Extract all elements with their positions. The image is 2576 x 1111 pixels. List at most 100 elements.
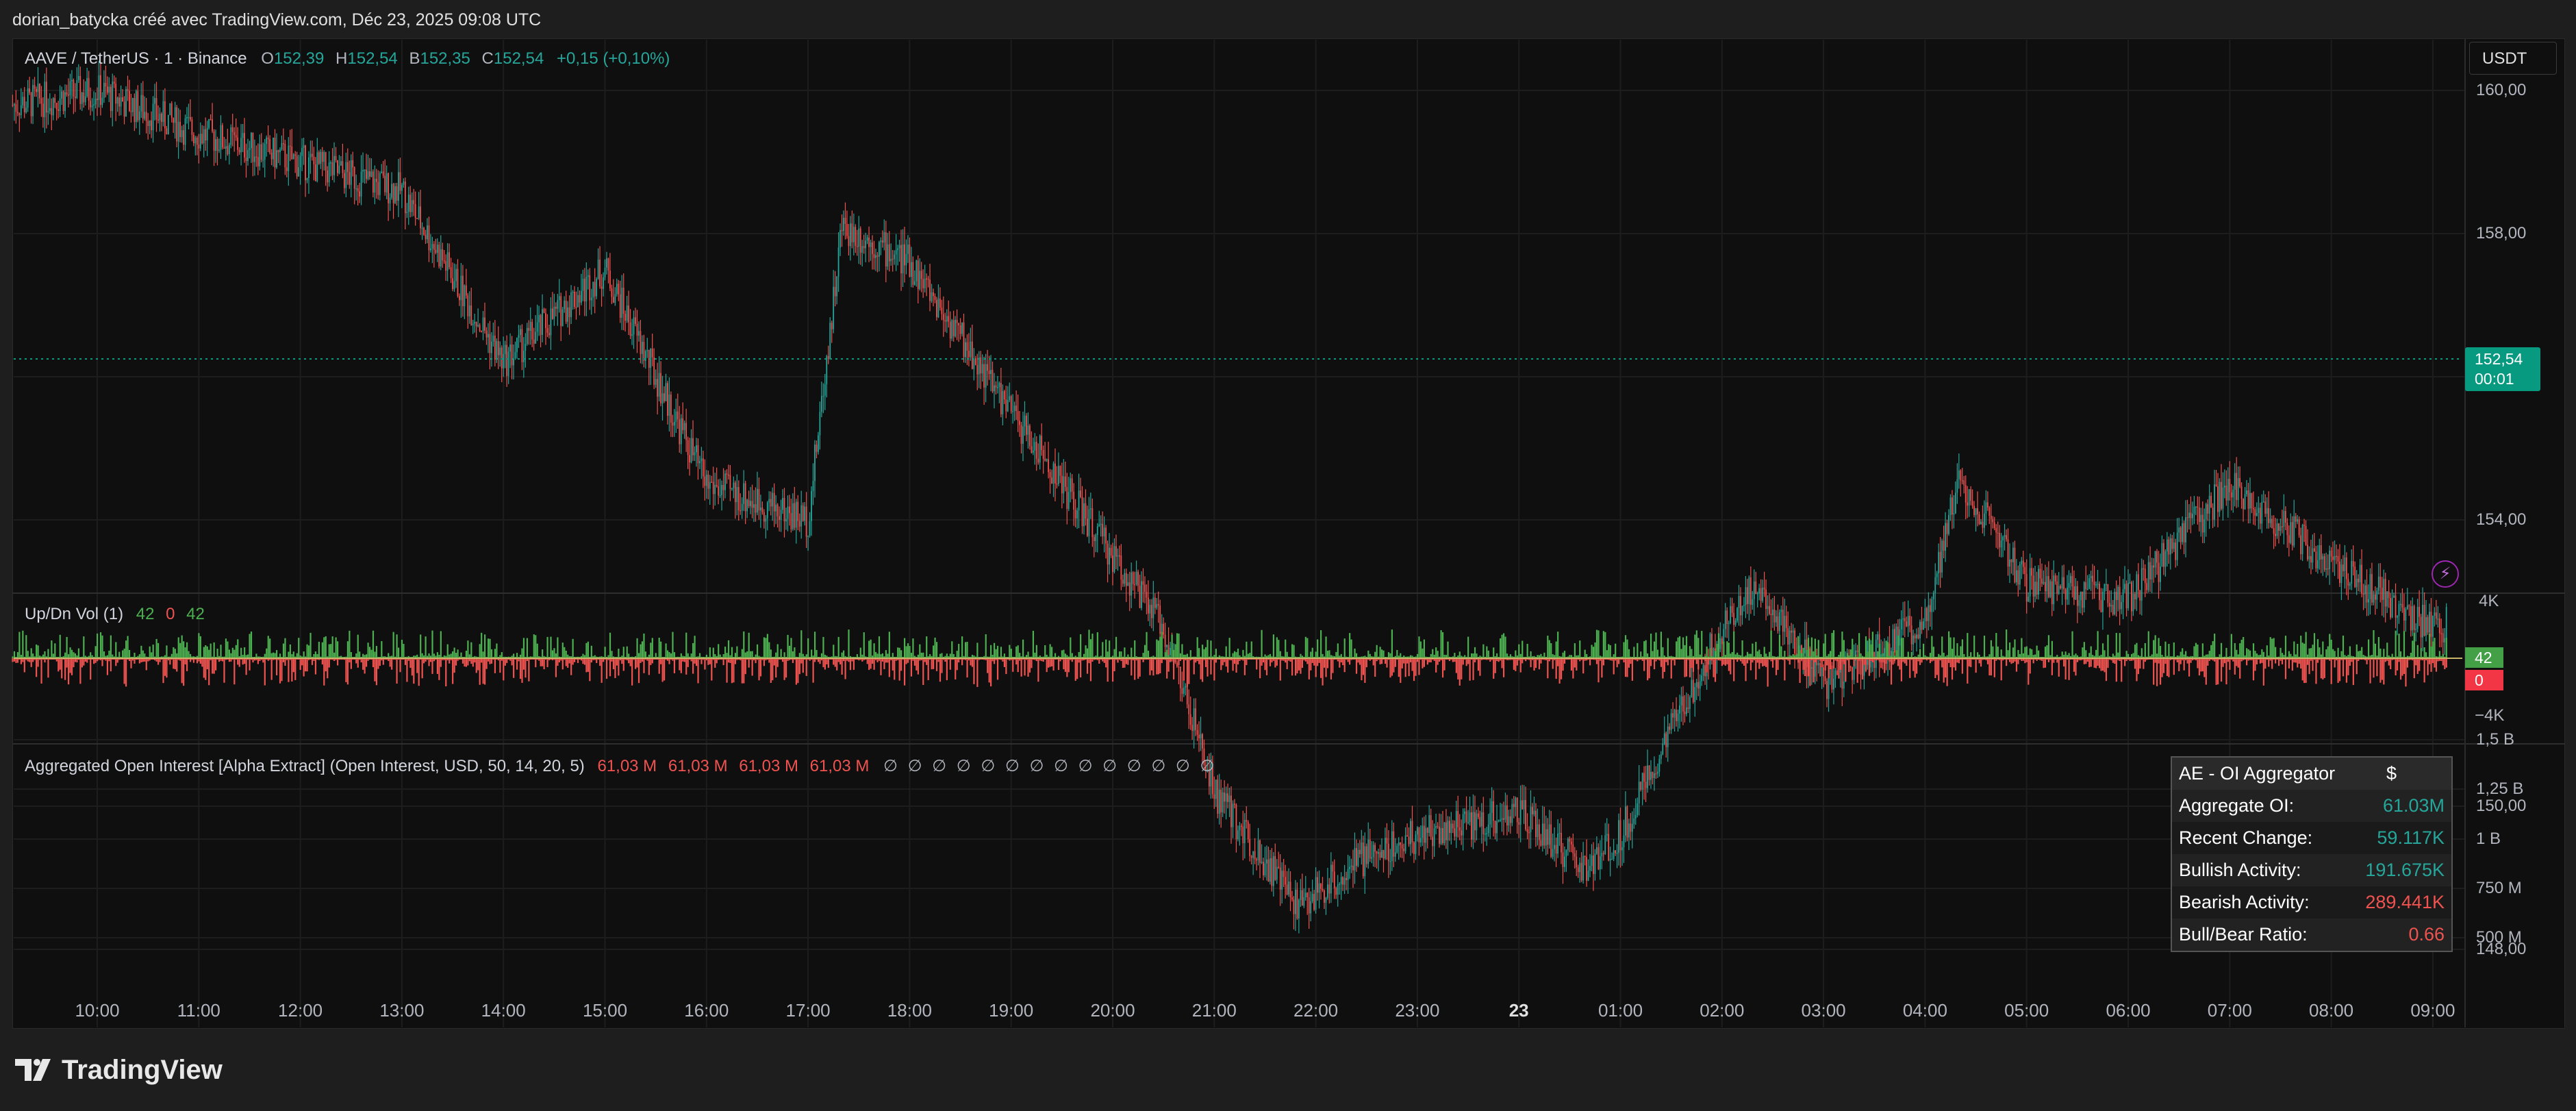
volume-up-bar — [66, 636, 68, 658]
volume-down-bar — [1020, 658, 1022, 677]
volume-down-bar — [1577, 658, 1579, 660]
volume-up-bar — [1708, 656, 1710, 658]
candle-body — [1289, 882, 1291, 898]
candle-body — [155, 98, 157, 120]
candle-body — [450, 267, 452, 279]
candle-body — [192, 134, 194, 143]
candle-body — [1410, 821, 1411, 845]
volume-up-bar — [912, 638, 914, 658]
volume-down-bar — [1454, 658, 1456, 662]
volume-up-bar — [917, 654, 919, 658]
volume-down-bar — [528, 658, 530, 682]
volume-down-bar — [1672, 658, 1674, 661]
candle-body — [12, 104, 14, 106]
volume-down-bar — [221, 658, 224, 662]
volume-up-bar — [397, 647, 400, 658]
volume-up-bar — [1240, 656, 1243, 658]
candle-body — [129, 90, 130, 111]
volume-up-bar — [529, 656, 531, 658]
volume-down-bar — [1538, 658, 1541, 670]
volume-down-bar — [1582, 658, 1584, 674]
volume-up-bar — [546, 636, 548, 658]
candle-body — [692, 438, 694, 455]
volume-down-bar — [1009, 658, 1011, 661]
candle-body — [1210, 763, 1212, 787]
volume-up-bar — [765, 638, 767, 658]
volume-down-bar — [455, 658, 457, 666]
volume-up-bar — [468, 654, 470, 658]
candle-body — [705, 474, 707, 486]
candle-body — [851, 223, 853, 242]
volume-up-bar — [231, 647, 233, 658]
candle-body — [1163, 623, 1165, 635]
candle-body — [1285, 877, 1287, 885]
candle-body — [941, 308, 943, 314]
candle-body — [2200, 514, 2202, 523]
volume-up-bar — [1647, 653, 1649, 658]
volume-up-bar — [1227, 656, 1229, 658]
candle-body — [490, 341, 492, 353]
volume-down-bar — [1419, 658, 1422, 660]
volume-up-bar — [1508, 656, 1510, 658]
volume-up-bar — [1007, 656, 1009, 658]
candle-body — [1141, 581, 1142, 608]
volume-down-bar — [1543, 658, 1545, 660]
candle-body — [1356, 848, 1357, 866]
candle-body — [181, 130, 183, 138]
candle-body — [881, 240, 883, 243]
candle-body — [2293, 516, 2295, 546]
candle-body — [2401, 603, 2403, 608]
volume-down-bar — [1477, 658, 1480, 671]
volume-up-bar — [692, 642, 694, 658]
candle-body — [216, 139, 218, 151]
volume-down-bar — [1592, 658, 1595, 660]
candle-body — [2043, 582, 2045, 584]
volume-up-bar — [1677, 637, 1679, 658]
candle-body — [1142, 581, 1144, 585]
candle-body — [526, 327, 528, 344]
candle-body — [2352, 561, 2354, 567]
volume-up-bar — [86, 656, 88, 658]
chart-frame[interactable] — [12, 38, 2565, 1029]
candle-body — [218, 149, 220, 151]
volume-down-bar — [66, 658, 68, 668]
candle-body — [1648, 765, 1650, 780]
volume-down-bar — [1056, 658, 1058, 660]
volume-up-bar — [1592, 647, 1595, 658]
volume-down-bar — [1489, 658, 1491, 662]
candle-body — [1215, 779, 1217, 799]
volume-down-bar — [724, 658, 727, 660]
candle-body — [904, 244, 905, 266]
candle-body — [176, 107, 178, 142]
volume-up-bar — [44, 651, 46, 658]
candle-body — [1250, 856, 1252, 858]
volume-down-bar — [1762, 658, 1764, 666]
volume-up-bar — [1141, 656, 1143, 658]
volume-up-bar — [1191, 656, 1194, 658]
volume-down-bar — [98, 658, 100, 660]
volume-down-bar — [411, 658, 413, 676]
volume-up-bar — [392, 632, 394, 658]
candle-body — [1645, 782, 1647, 788]
volume-up-bar — [1289, 656, 1291, 658]
candle-body — [905, 253, 907, 266]
volume-up-bar — [1565, 656, 1567, 658]
volume-down-bar — [192, 658, 195, 663]
candle-body — [2406, 605, 2408, 610]
volume-down-bar — [770, 658, 772, 683]
volume-down-bar — [1359, 658, 1361, 665]
volume-down-bar — [712, 658, 714, 660]
volume-up-bar — [1663, 656, 1665, 658]
candle-body — [1740, 596, 1741, 616]
volume-up-bar — [1176, 633, 1178, 658]
volume-down-bar — [1150, 658, 1153, 671]
candle-body — [1680, 696, 1682, 706]
volume-down-bar — [1112, 658, 1114, 682]
candle-body — [2376, 590, 2378, 600]
candle-body — [1633, 818, 1635, 824]
volume-down-bar — [1217, 658, 1219, 660]
volume-up-bar — [1142, 653, 1144, 658]
volume-down-bar — [577, 658, 579, 663]
candle-body — [1833, 678, 1834, 690]
